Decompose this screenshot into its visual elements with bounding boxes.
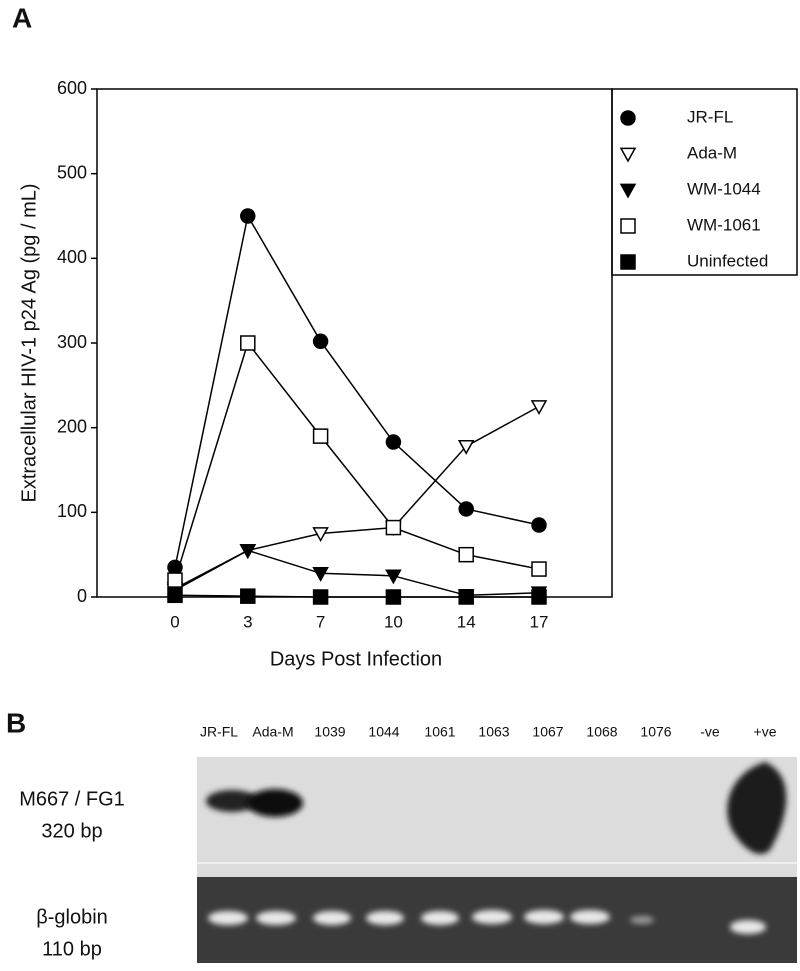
- legend-label: Uninfected: [687, 251, 768, 270]
- legend-marker: [619, 147, 637, 163]
- lane-label: 1061: [424, 724, 455, 740]
- series-line: [174, 594, 539, 598]
- band: [247, 789, 303, 817]
- y-tick-label: 600: [57, 78, 87, 98]
- legend-marker: [620, 218, 636, 234]
- marker: [312, 527, 329, 543]
- x-tick-label: 17: [530, 612, 549, 631]
- marker: [531, 589, 547, 605]
- marker: [385, 519, 402, 536]
- marker: [531, 517, 547, 533]
- y-tick-label: 100: [57, 501, 87, 521]
- x-tick-label: 14: [457, 612, 476, 631]
- band: [730, 920, 766, 934]
- legend-marker: [620, 110, 636, 126]
- gel-image: [197, 757, 797, 963]
- panel-label: A: [12, 2, 32, 33]
- marker: [312, 333, 329, 350]
- x-tick-label: 3: [243, 612, 252, 631]
- marker: [240, 335, 256, 351]
- marker: [385, 434, 402, 450]
- y-axis-label: Extracellular HIV-1 p24 Ag (pg / mL): [18, 183, 40, 502]
- marker: [240, 208, 256, 224]
- series-line: [174, 213, 540, 568]
- marker: [457, 439, 475, 455]
- legend-marker: [620, 254, 636, 270]
- marker: [385, 569, 402, 585]
- band: [570, 910, 610, 924]
- lane-label: 1067: [532, 724, 563, 740]
- band: [472, 910, 512, 924]
- x-axis-label: Days Post Infection: [270, 648, 442, 670]
- lane-label: 1039: [314, 724, 345, 740]
- x-tick-label: 10: [384, 612, 403, 631]
- marker: [240, 588, 256, 604]
- y-tick-label: 300: [57, 332, 87, 352]
- x-tick-label: 7: [316, 612, 325, 631]
- band: [630, 916, 654, 924]
- lane-label: +ve: [754, 724, 777, 740]
- lane-label: 1063: [478, 724, 509, 740]
- lane-label: 1044: [368, 724, 399, 740]
- marker: [312, 589, 329, 605]
- marker: [312, 566, 329, 582]
- lane-label: Ada-M: [252, 724, 293, 740]
- x-tick-label: 0: [170, 612, 179, 631]
- marker: [531, 561, 547, 577]
- y-tick-label: 500: [57, 162, 87, 182]
- series-line: [174, 341, 540, 581]
- gel-row-label: M667 / FG1: [19, 788, 125, 810]
- gel-row-label: β-globin: [36, 906, 108, 928]
- lane-label: JR-FL: [200, 724, 238, 740]
- legend-frame: [611, 88, 798, 276]
- band: [256, 911, 296, 925]
- marker: [312, 428, 329, 444]
- lane-label: 1068: [586, 724, 617, 740]
- legend-label: WM-1044: [687, 179, 761, 198]
- marker: [458, 589, 474, 605]
- lane-label: 1076: [640, 724, 671, 740]
- marker: [239, 544, 257, 559]
- gel-upper: [197, 757, 797, 877]
- legend-label: Ada-M: [687, 143, 737, 162]
- band: [206, 790, 258, 812]
- gel-row-size: 320 bp: [41, 820, 102, 842]
- band: [366, 911, 404, 925]
- gel-row-size: 110 bp: [42, 938, 102, 960]
- y-tick-label: 200: [57, 416, 87, 436]
- legend-marker: [619, 183, 637, 199]
- legend-label: JR-FL: [687, 107, 733, 126]
- marker: [167, 587, 183, 604]
- band: [208, 911, 248, 925]
- marker: [458, 501, 474, 517]
- y-tick-label: 400: [57, 247, 87, 267]
- y-tick-label: 0: [77, 586, 87, 606]
- band: [524, 910, 564, 924]
- band: [727, 762, 787, 855]
- marker: [167, 559, 183, 576]
- marker: [458, 546, 474, 563]
- legend-label: WM-1061: [687, 215, 761, 234]
- marker: [530, 400, 548, 416]
- marker: [385, 589, 402, 605]
- band: [421, 911, 459, 925]
- lane-label: -ve: [700, 724, 720, 740]
- marker: [167, 572, 183, 588]
- panel-label: B: [6, 707, 26, 738]
- series-line: [174, 549, 540, 597]
- band: [313, 911, 351, 925]
